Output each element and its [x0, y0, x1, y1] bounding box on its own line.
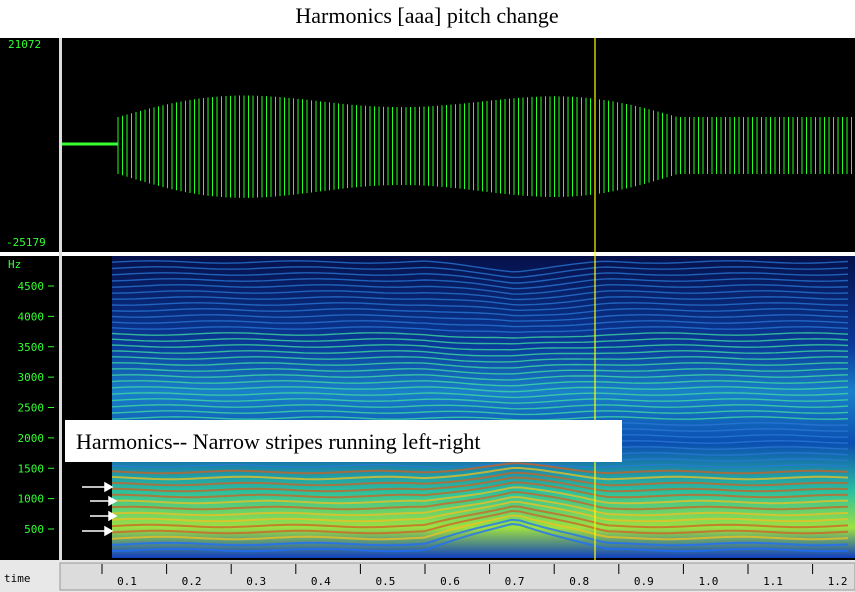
stripe: [111, 398, 849, 404]
stripe: [111, 514, 849, 541]
freq-tick-label: 1500: [18, 462, 45, 475]
time-tick-label: 0.5: [375, 575, 395, 588]
stripe: [111, 404, 849, 410]
time-tick-label: 0.9: [634, 575, 654, 588]
stripe: [111, 320, 849, 328]
stripe: [111, 374, 849, 381]
stripe: [111, 266, 849, 279]
stripe: [111, 410, 849, 416]
wave-max-label: 21072: [8, 38, 41, 51]
stripe: [112, 481, 849, 499]
stripe: [111, 462, 849, 468]
waveform-panel: [0, 38, 855, 252]
stripe: [111, 509, 849, 535]
title: Harmonics [aaa] pitch change: [295, 3, 558, 28]
stripe: [111, 522, 849, 553]
stripe: [111, 302, 849, 312]
stripe: [111, 500, 849, 523]
harmonic-stripes: [111, 260, 849, 553]
stripe: [112, 362, 849, 369]
freq-tick-label: 500: [24, 523, 44, 536]
stripe: [111, 326, 849, 333]
time-tick-label: 0.3: [246, 575, 266, 588]
time-tick-label: 0.4: [311, 575, 331, 588]
time-label: time: [4, 572, 31, 585]
stripe: [111, 290, 849, 301]
stripe: [111, 296, 849, 306]
stripe: [111, 496, 849, 517]
freq-tick-label: 3000: [18, 371, 45, 384]
stripe: [111, 308, 849, 317]
stripe: [111, 350, 849, 357]
annotation-box: [65, 420, 622, 462]
time-tick-label: 0.1: [117, 575, 137, 588]
stripe: [111, 471, 849, 487]
hz-label: Hz: [8, 258, 21, 271]
stripe: [111, 368, 849, 375]
time-tick-label: 0.2: [182, 575, 202, 588]
stripe: [111, 416, 849, 421]
time-tick-label: 1.0: [698, 575, 718, 588]
stripe: [111, 392, 849, 399]
time-ruler: [59, 562, 855, 591]
stripe: [111, 356, 849, 363]
stripe: [111, 467, 849, 481]
stripe: [111, 314, 849, 322]
waveform: [62, 95, 852, 198]
time-tick-label: 0.8: [569, 575, 589, 588]
wave-min-label: -25179: [6, 236, 46, 249]
freq-tick-label: 4000: [18, 310, 45, 323]
stripe: [111, 272, 849, 284]
stripe: [111, 380, 849, 387]
stripe: [111, 338, 849, 345]
arrows: [82, 481, 118, 537]
stripe: [111, 284, 849, 295]
time-tick-label: 0.7: [505, 575, 525, 588]
stripe: [111, 505, 849, 529]
time-tick-label: 1.2: [828, 575, 848, 588]
stripe: [111, 260, 849, 273]
time-tick-label: 1.1: [763, 575, 783, 588]
freq-tick-label: 2500: [18, 402, 45, 415]
stripe: [111, 462, 849, 475]
separator: [59, 38, 62, 560]
freq-tick-label: 4500: [18, 280, 45, 293]
stripe: [111, 476, 849, 493]
stripe: [111, 332, 849, 339]
freq-tick-label: 3500: [18, 341, 45, 354]
stripe: [111, 344, 849, 351]
title-bar: [0, 0, 855, 38]
stripe: [111, 386, 849, 393]
freq-tick-label: 2000: [18, 432, 45, 445]
stripe: [111, 518, 849, 547]
stripe: [111, 491, 849, 511]
annotation-text: Harmonics-- Narrow stripes running left-…: [76, 429, 480, 454]
freq-tick-label: 1000: [18, 493, 45, 506]
stripe: [111, 278, 849, 290]
time-tick-label: 0.6: [440, 575, 460, 588]
stripe: [111, 486, 848, 505]
divider: [0, 252, 855, 256]
